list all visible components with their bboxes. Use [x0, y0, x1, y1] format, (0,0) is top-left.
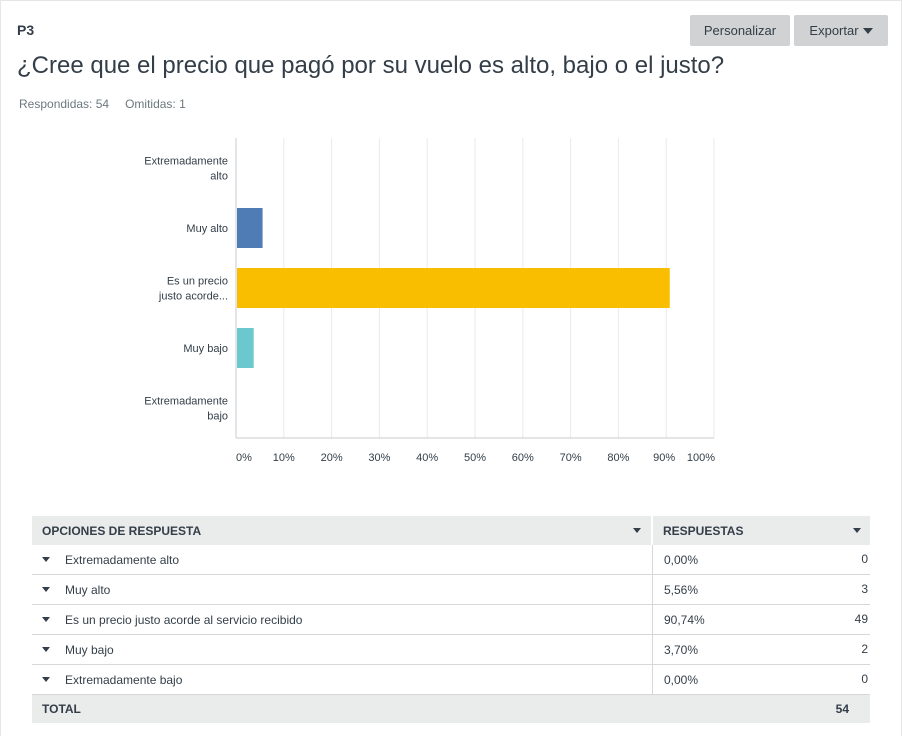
- expand-caret-icon[interactable]: [42, 557, 50, 562]
- bar: [237, 328, 254, 368]
- response-percent: 0,00%: [664, 672, 699, 687]
- response-stats: Respondidas: 54 Omitidas: 1: [19, 97, 186, 111]
- expand-caret-icon[interactable]: [42, 647, 50, 652]
- skipped-count: Omitidas: 1: [125, 97, 186, 111]
- x-tick-label: 70%: [560, 452, 582, 464]
- x-tick-label: 80%: [607, 452, 629, 464]
- response-percent: 0,00%: [664, 552, 699, 567]
- response-percent: 3,70%: [664, 642, 699, 657]
- x-tick-label: 30%: [368, 452, 390, 464]
- total-count: 54: [835, 702, 849, 716]
- table-row: Muy alto 5,56% 3: [32, 575, 870, 605]
- options-column-label: OPCIONES DE RESPUESTA: [42, 523, 202, 538]
- sort-down-icon[interactable]: [853, 528, 861, 533]
- responses-column-label: RESPUESTAS: [663, 523, 744, 538]
- table-row: Muy bajo 3,70% 2: [32, 635, 870, 665]
- customize-button-label: Personalizar: [703, 23, 777, 38]
- x-tick-label: 40%: [416, 452, 438, 464]
- x-tick-label: 60%: [512, 452, 534, 464]
- category-label: Es un precio: [167, 276, 228, 288]
- x-tick-label: 100%: [687, 452, 715, 464]
- expand-caret-icon[interactable]: [42, 587, 50, 592]
- table-total-row: TOTAL 54: [32, 695, 870, 723]
- options-column-header[interactable]: OPCIONES DE RESPUESTA: [32, 516, 653, 545]
- option-label: Muy bajo: [65, 642, 114, 657]
- category-label: Muy bajo: [183, 343, 228, 355]
- bar: [237, 208, 263, 248]
- question-number: P3: [17, 22, 35, 38]
- x-tick-label: 50%: [464, 452, 486, 464]
- answered-count: Respondidas: 54: [19, 97, 110, 111]
- option-label: Es un precio justo acorde al servicio re…: [65, 612, 303, 627]
- question-title: ¿Cree que el precio que pagó por su vuel…: [17, 52, 725, 79]
- x-tick-label: 0%: [236, 452, 252, 464]
- option-label: Extremadamente bajo: [65, 672, 183, 687]
- response-count: 0: [861, 672, 868, 686]
- response-count: 49: [854, 612, 868, 626]
- total-label: TOTAL: [42, 702, 81, 716]
- category-label: justo acorde...: [158, 291, 228, 303]
- option-label: Muy alto: [65, 582, 111, 597]
- export-button-label: Exportar: [809, 23, 859, 38]
- category-label: Muy alto: [186, 223, 228, 235]
- expand-caret-icon[interactable]: [42, 677, 50, 682]
- category-label: bajo: [207, 411, 228, 423]
- sort-down-icon[interactable]: [633, 528, 641, 533]
- responses-column-header[interactable]: RESPUESTAS: [653, 516, 870, 545]
- responses-table: OPCIONES DE RESPUESTA RESPUESTAS Extrema…: [32, 516, 870, 723]
- chevron-down-icon: [862, 27, 873, 34]
- x-tick-label: 20%: [321, 452, 343, 464]
- table-row: Extremadamente alto 0,00% 0: [32, 545, 870, 575]
- category-label: alto: [210, 171, 228, 183]
- bar: [237, 268, 670, 308]
- response-percent: 90,74%: [664, 612, 705, 627]
- response-count: 3: [861, 582, 868, 596]
- x-tick-label: 10%: [273, 452, 295, 464]
- response-count: 2: [861, 642, 868, 656]
- response-count: 0: [861, 552, 868, 566]
- option-label: Extremadamente alto: [65, 552, 180, 567]
- response-percent: 5,56%: [664, 582, 699, 597]
- category-label: Extremadamente: [144, 156, 228, 168]
- export-button[interactable]: Exportar: [794, 15, 888, 46]
- table-header: OPCIONES DE RESPUESTA RESPUESTAS: [32, 516, 870, 545]
- bar-chart: 0% 10% 20% 30% 40% 50% 60% 70% 80% 90% 100% Extrema…: [144, 138, 715, 464]
- table-row: Es un precio justo acorde al servicio re…: [32, 605, 870, 635]
- category-label: Extremadamente: [144, 396, 228, 408]
- table-row: Extremadamente bajo 0,00% 0: [32, 665, 870, 695]
- expand-caret-icon[interactable]: [42, 617, 50, 622]
- customize-button[interactable]: Personalizar: [690, 15, 790, 46]
- x-tick-label: 90%: [653, 452, 675, 464]
